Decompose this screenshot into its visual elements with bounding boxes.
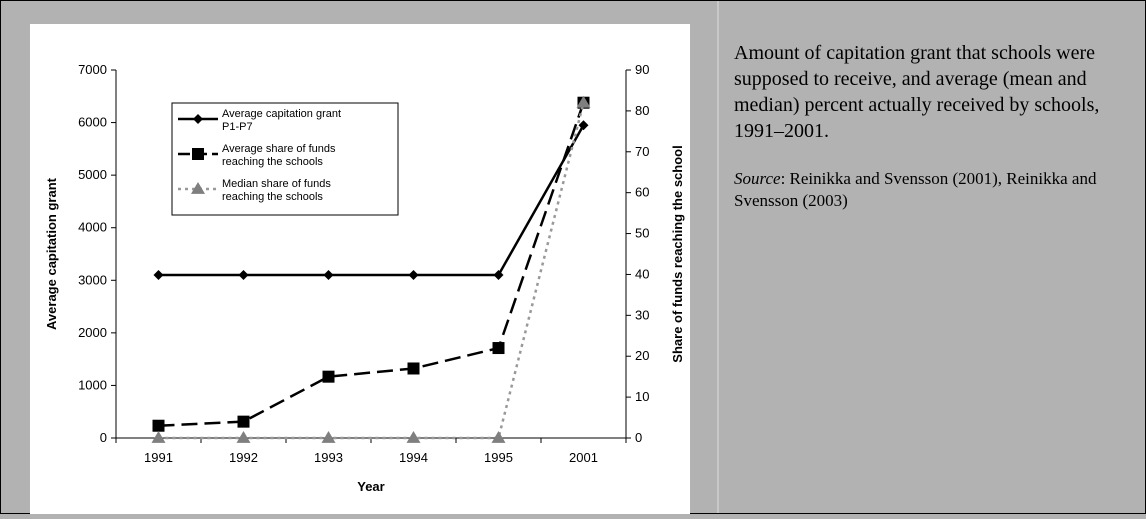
right-tick-label: 40: [635, 266, 649, 281]
legend-marker: [193, 114, 203, 124]
right-tick-label: 20: [635, 348, 649, 363]
legend-marker: [191, 182, 205, 194]
series-2-line: [158, 102, 585, 427]
series-3-point: [491, 431, 506, 443]
x-tick-label: 1995: [484, 450, 513, 465]
source-text: : Reinikka and Svensson (2001), Reinikka…: [734, 169, 1097, 210]
series-2-point: [492, 342, 505, 355]
x-tick-label: 1994: [399, 450, 428, 465]
x-tick-label: 1991: [144, 450, 173, 465]
left-tick-label: 7000: [78, 62, 107, 77]
x-tick-label: 2001: [569, 450, 598, 465]
series-1-point: [493, 270, 504, 281]
caption-text: Amount of capitation grant that schools …: [734, 42, 1100, 142]
right-tick-label: 10: [635, 389, 649, 404]
left-tick-label: 1000: [78, 377, 107, 392]
chart-panel: 0 1000 2000 3000 4000 5000 6000 7000 0 10 20 30 40 50…: [30, 24, 690, 514]
legend-label: Average share of funds reaching the schoo…: [222, 143, 336, 168]
series-2-point: [152, 419, 165, 432]
left-tick-label: 5000: [78, 167, 107, 182]
right-tick-label: 70: [635, 144, 649, 159]
right-tick-label: 50: [635, 226, 649, 241]
x-axis-title: Year: [357, 479, 384, 494]
legend-label: Average capitation grant P1-P7: [222, 108, 341, 133]
left-axis-title: Average capitation grant: [44, 177, 59, 330]
series-3-point: [576, 95, 591, 108]
series-3-point: [151, 431, 166, 443]
right-axis-title: Share of funds reaching the school: [670, 145, 685, 362]
left-tick-label: 0: [100, 430, 107, 445]
series-3-point: [406, 431, 421, 443]
x-tick-label: 1992: [229, 450, 258, 465]
series-1-point: [323, 270, 334, 281]
left-tick-label: 2000: [78, 325, 107, 340]
panel-divider: [717, 1, 719, 513]
series-1-point: [578, 120, 589, 131]
series-3-line: [158, 102, 585, 440]
x-tick-label: 1993: [314, 450, 343, 465]
series-3-point: [236, 431, 251, 443]
legend-box: [171, 102, 399, 216]
left-tick-label: 6000: [78, 115, 107, 130]
left-tick-label: 3000: [78, 272, 107, 287]
legend-marker: [192, 148, 204, 160]
series-2-point: [237, 415, 250, 428]
caption-source: Source: Reinikka and Svensson (2001), Re…: [734, 168, 1139, 212]
source-label: Source: [734, 169, 781, 188]
series-1-point: [153, 270, 164, 281]
series-3-point: [321, 431, 336, 443]
figure-caption: Amount of capitation grant that schools …: [734, 40, 1139, 212]
right-tick-label: 0: [635, 430, 642, 445]
series-2-point: [322, 370, 335, 383]
legend-label: Median share of funds reaching the school…: [222, 178, 331, 203]
series-1-point: [238, 270, 249, 281]
left-tick-label: 4000: [78, 220, 107, 235]
chart-svg: 0 1000 2000 3000 4000 5000 6000 7000 0 10 20 30 40 50…: [44, 62, 685, 494]
series-1-line: [158, 124, 585, 277]
right-tick-label: 90: [635, 62, 649, 77]
series-2-point: [407, 362, 420, 375]
right-tick-label: 60: [635, 185, 649, 200]
right-tick-label: 30: [635, 307, 649, 322]
right-tick-label: 80: [635, 103, 649, 118]
series-1-point: [408, 270, 419, 281]
